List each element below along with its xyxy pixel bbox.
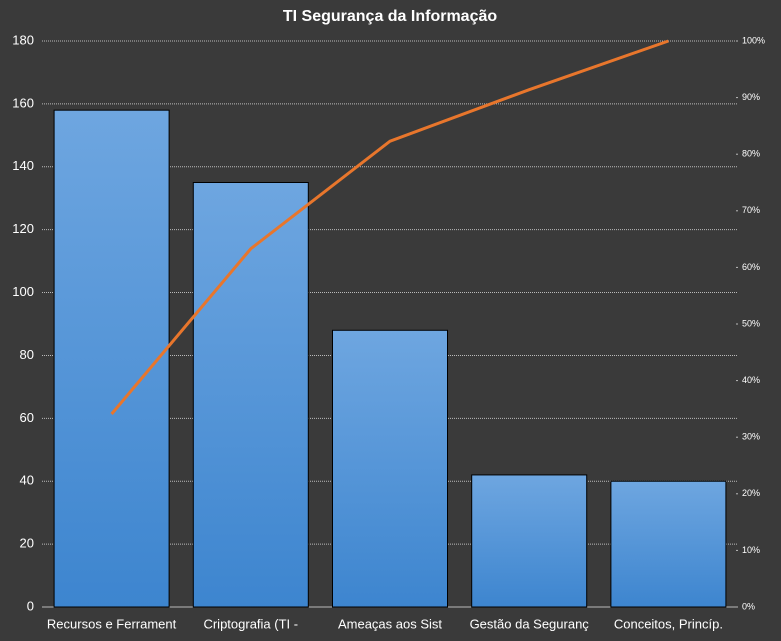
x-tick-label: Gestão da Seguranç <box>470 616 590 631</box>
y-tick-label: 140 <box>12 158 34 173</box>
bar <box>610 480 727 608</box>
bar <box>53 109 170 608</box>
bar <box>471 474 588 608</box>
x-tick-label: Ameaças aos Sist <box>338 616 442 631</box>
y-tick-label: 40 <box>20 473 34 488</box>
y2-tick-label: 50% <box>742 318 760 328</box>
y2-tick-label: 10% <box>742 545 760 555</box>
y2-tick-label: 60% <box>742 262 760 272</box>
y2-tick-label: 30% <box>742 432 760 442</box>
y-tick-label: 80 <box>20 347 34 362</box>
x-tick-label: Recursos e Ferrament <box>47 616 177 631</box>
line <box>110 39 669 415</box>
y-tick-label: 160 <box>12 95 34 110</box>
y2-tick-label: 40% <box>742 375 760 385</box>
y-tick-label: 20 <box>20 536 34 551</box>
y-tick-label: 180 <box>12 32 34 47</box>
y2-tick-label: 90% <box>742 92 760 102</box>
y2-tick-label: 80% <box>742 149 760 159</box>
x-tick-label: Conceitos, Princíp. <box>614 616 723 631</box>
y2-tick-label: 100% <box>742 35 765 45</box>
bar <box>332 329 448 608</box>
chart-title: TI Segurança da Informação <box>283 8 498 25</box>
bar <box>192 182 309 608</box>
y-tick-label: 120 <box>12 221 34 236</box>
y2-tick-label: 70% <box>742 205 760 215</box>
y2-tick-label: 0% <box>742 601 755 611</box>
y2-tick-label: 20% <box>742 488 760 498</box>
y-tick-label: 0 <box>27 598 34 613</box>
y-tick-label: 100 <box>12 284 34 299</box>
x-tick-label: Criptografia (TI - <box>203 616 298 631</box>
y-tick-label: 60 <box>20 410 34 425</box>
